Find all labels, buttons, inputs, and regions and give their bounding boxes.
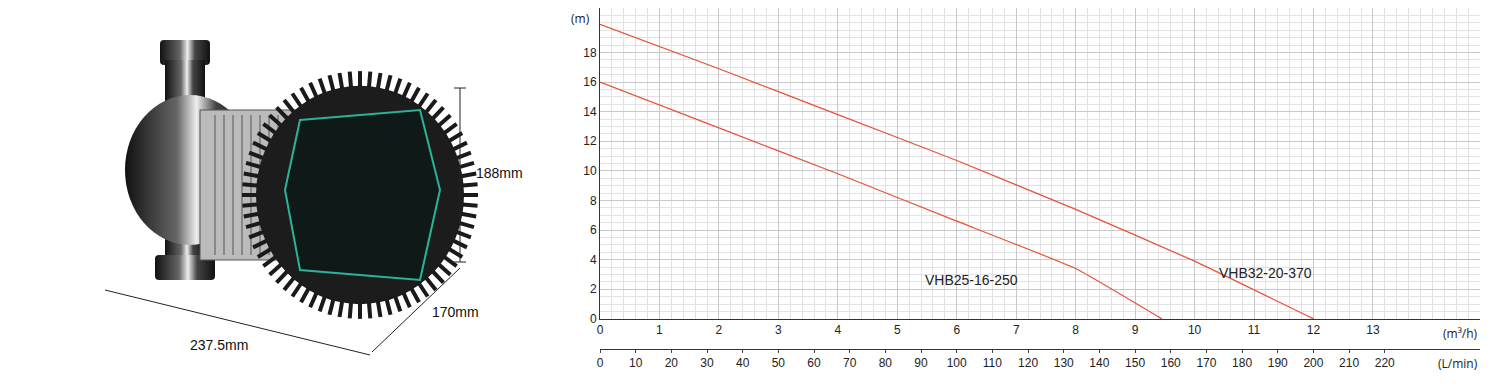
svg-text:6: 6 — [590, 223, 597, 237]
svg-text:VHB32-20-370: VHB32-20-370 — [1219, 265, 1312, 281]
svg-text:70: 70 — [843, 356, 857, 370]
svg-text:237.5mm: 237.5mm — [190, 337, 248, 353]
svg-text:0: 0 — [597, 356, 604, 370]
svg-text:(m): (m) — [571, 10, 590, 27]
svg-text:0: 0 — [597, 323, 604, 337]
svg-text:40: 40 — [736, 356, 750, 370]
svg-text:9: 9 — [1132, 323, 1139, 337]
svg-text:180: 180 — [1232, 356, 1252, 370]
svg-text:1: 1 — [656, 323, 663, 337]
svg-text:150: 150 — [1125, 356, 1145, 370]
svg-text:60: 60 — [807, 356, 821, 370]
svg-text:130: 130 — [1054, 356, 1074, 370]
svg-text:170: 170 — [1196, 356, 1216, 370]
svg-text:11: 11 — [1248, 323, 1261, 337]
svg-text:10: 10 — [583, 164, 597, 178]
svg-text:4: 4 — [834, 323, 841, 337]
svg-text:12: 12 — [583, 134, 597, 148]
svg-text:2: 2 — [716, 323, 723, 337]
svg-text:50: 50 — [772, 356, 786, 370]
svg-text:(L/min): (L/min) — [1438, 355, 1478, 372]
svg-text:190: 190 — [1268, 356, 1288, 370]
svg-text:210: 210 — [1339, 356, 1359, 370]
svg-text:110: 110 — [983, 356, 1002, 370]
svg-text:200: 200 — [1303, 356, 1323, 370]
svg-text:80: 80 — [879, 356, 893, 370]
svg-text:10: 10 — [1188, 323, 1202, 337]
svg-text:90: 90 — [914, 356, 928, 370]
svg-text:0: 0 — [590, 312, 597, 326]
svg-text:120: 120 — [1018, 356, 1038, 370]
svg-text:20: 20 — [665, 356, 679, 370]
svg-text:188mm: 188mm — [476, 165, 523, 181]
svg-text:140: 140 — [1089, 356, 1109, 370]
svg-text:3: 3 — [775, 323, 782, 337]
svg-text:13: 13 — [1366, 323, 1380, 337]
svg-text:220: 220 — [1375, 356, 1395, 370]
svg-text:VHB25-16-250: VHB25-16-250 — [925, 272, 1018, 288]
svg-text:2: 2 — [590, 282, 597, 296]
svg-text:14: 14 — [583, 105, 597, 119]
svg-text:5: 5 — [894, 323, 901, 337]
svg-text:18: 18 — [583, 46, 597, 60]
svg-text:30: 30 — [700, 356, 714, 370]
svg-text:8: 8 — [590, 194, 597, 208]
svg-text:160: 160 — [1161, 356, 1181, 370]
svg-text:12: 12 — [1307, 323, 1321, 337]
svg-text:100: 100 — [947, 356, 967, 370]
svg-text:4: 4 — [590, 253, 597, 267]
svg-text:8: 8 — [1072, 323, 1079, 337]
svg-text:6: 6 — [953, 323, 960, 337]
svg-text:16: 16 — [583, 75, 597, 89]
svg-text:7: 7 — [1013, 323, 1020, 337]
svg-text:(m³/h): (m³/h) — [1443, 325, 1478, 342]
svg-text:170mm: 170mm — [432, 304, 479, 320]
svg-text:10: 10 — [629, 356, 643, 370]
